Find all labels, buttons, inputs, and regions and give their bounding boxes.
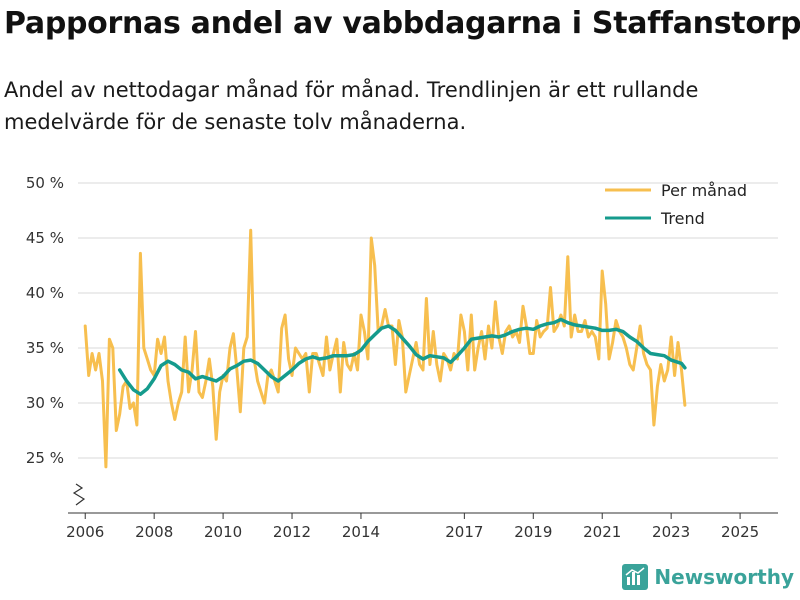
chart-title: Pappornas andel av vabbdagarna i Staffan…	[4, 6, 800, 41]
legend: Per månad Trend	[605, 181, 747, 228]
axis-break-icon	[72, 483, 86, 506]
x-tick-label: 2012	[273, 523, 311, 541]
series-line-per-manad	[83, 228, 687, 469]
newsworthy-logo-icon	[622, 564, 649, 590]
y-tick-label: 30 %	[26, 394, 64, 412]
y-tick-label: 50 %	[26, 174, 64, 192]
y-tick-label: 35 %	[26, 339, 64, 357]
legend-label-trend: Trend	[660, 209, 705, 228]
x-tick-label: 2025	[721, 523, 759, 541]
newsworthy-logo: Newsworthy	[622, 560, 794, 594]
x-axis-ticks: 2006 2008 2010 2012 2014 2017 2019 2021 2023 2025	[66, 513, 759, 541]
y-tick-label: 40 %	[26, 284, 64, 302]
y-axis-ticks: 25 % 30 % 35 % 40 % 45 % 50 %	[26, 174, 64, 467]
x-tick-label: 2006	[66, 523, 104, 541]
chart-subtitle: Andel av nettodagar månad för månad. Tre…	[4, 78, 699, 134]
x-tick-label: 2010	[204, 523, 242, 541]
x-tick-label: 2019	[514, 523, 552, 541]
x-tick-label: 2021	[583, 523, 621, 541]
x-tick-label: 2014	[342, 523, 380, 541]
brand-name: Newsworthy	[654, 565, 794, 589]
x-tick-label: 2017	[445, 523, 483, 541]
x-tick-label: 2008	[135, 523, 173, 541]
x-tick-label: 2023	[652, 523, 690, 541]
axes	[68, 483, 778, 514]
legend-label-per-manad: Per månad	[661, 181, 747, 200]
y-tick-label: 25 %	[26, 449, 64, 467]
series-line-trend	[117, 317, 687, 396]
y-tick-label: 45 %	[26, 229, 64, 247]
series	[83, 228, 687, 469]
